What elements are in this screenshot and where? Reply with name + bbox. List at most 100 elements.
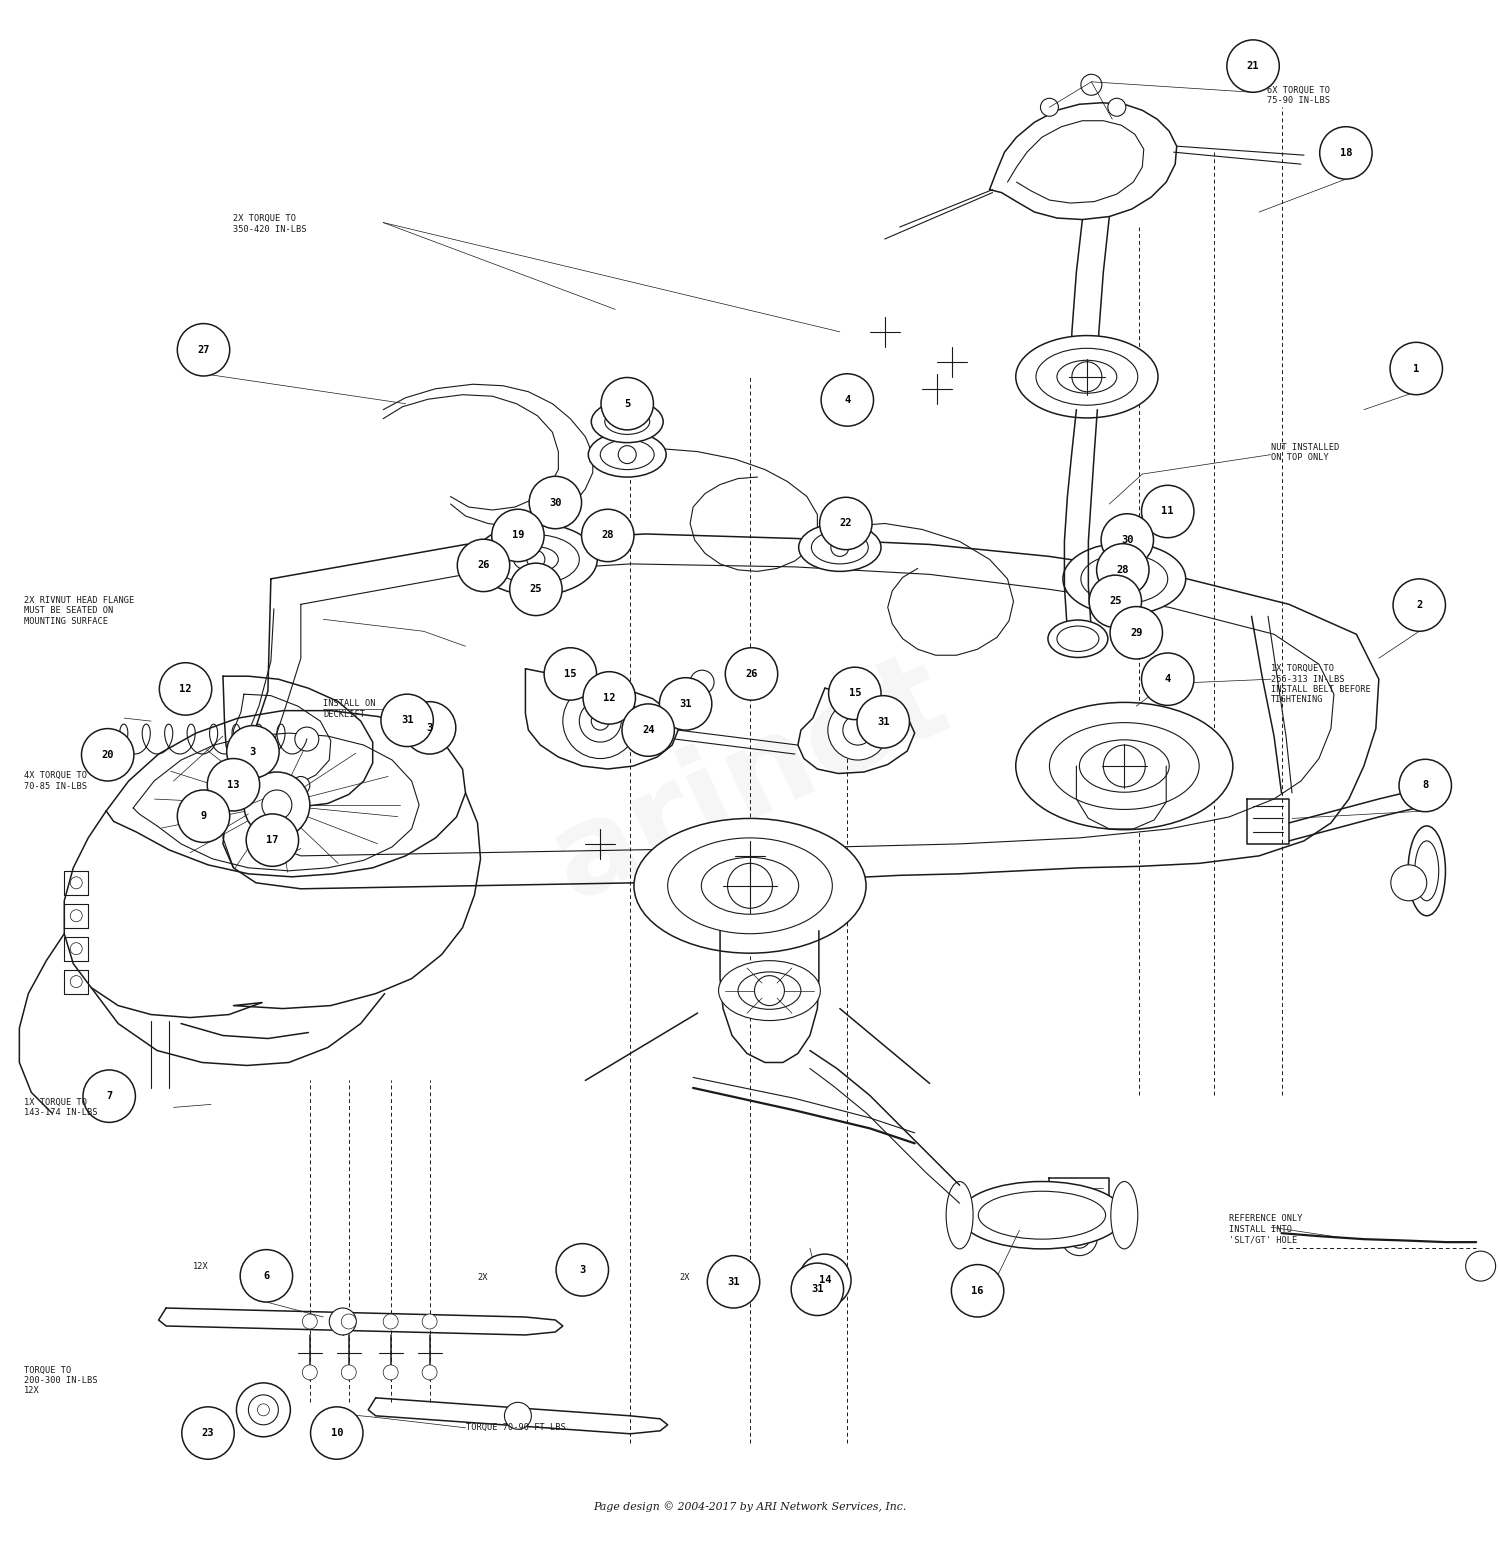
- Text: 14: 14: [819, 1275, 831, 1286]
- Text: 3: 3: [579, 1265, 585, 1275]
- Text: 19: 19: [512, 531, 524, 540]
- Circle shape: [856, 695, 909, 748]
- Text: INSTALL ON
DECKLIFT: INSTALL ON DECKLIFT: [324, 700, 376, 719]
- Text: NUT INSTALLED
ON TOP ONLY: NUT INSTALLED ON TOP ONLY: [1270, 442, 1340, 462]
- Circle shape: [159, 662, 212, 715]
- Text: 4X TORQUE TO
70-85 IN-LBS: 4X TORQUE TO 70-85 IN-LBS: [24, 772, 87, 790]
- Text: 31: 31: [812, 1284, 824, 1295]
- Ellipse shape: [668, 837, 832, 934]
- Circle shape: [258, 1404, 270, 1415]
- Circle shape: [831, 539, 849, 556]
- Circle shape: [70, 909, 82, 922]
- Circle shape: [292, 776, 310, 795]
- Ellipse shape: [738, 972, 801, 1009]
- Text: 23: 23: [202, 1428, 214, 1439]
- Circle shape: [294, 803, 309, 818]
- Circle shape: [70, 876, 82, 889]
- Ellipse shape: [474, 523, 597, 595]
- Circle shape: [330, 1307, 356, 1336]
- Text: 12X: 12X: [194, 1262, 208, 1271]
- Ellipse shape: [1016, 703, 1233, 829]
- Text: 11: 11: [1161, 506, 1174, 517]
- Circle shape: [1089, 575, 1142, 628]
- Text: 20: 20: [102, 750, 114, 759]
- Circle shape: [1227, 41, 1280, 92]
- Text: 15: 15: [564, 669, 576, 679]
- Ellipse shape: [1048, 620, 1108, 658]
- Circle shape: [177, 323, 230, 376]
- Text: 1: 1: [1413, 364, 1419, 373]
- Circle shape: [296, 726, 320, 751]
- Circle shape: [790, 1264, 843, 1315]
- Text: 21: 21: [1246, 61, 1260, 72]
- Ellipse shape: [1080, 740, 1168, 792]
- Circle shape: [819, 497, 872, 550]
- Circle shape: [1096, 544, 1149, 597]
- Ellipse shape: [798, 523, 880, 572]
- Circle shape: [240, 1250, 292, 1303]
- Circle shape: [1062, 1220, 1098, 1256]
- Circle shape: [422, 1365, 436, 1379]
- Circle shape: [690, 670, 714, 694]
- Circle shape: [584, 672, 636, 725]
- Circle shape: [754, 976, 784, 1006]
- Circle shape: [951, 1265, 1004, 1317]
- Ellipse shape: [946, 1181, 974, 1250]
- Text: arinet: arinet: [532, 637, 968, 925]
- Text: 28: 28: [602, 531, 613, 540]
- Ellipse shape: [1102, 565, 1148, 592]
- Text: 6X TORQUE TO
75-90 IN-LBS: 6X TORQUE TO 75-90 IN-LBS: [1266, 86, 1329, 105]
- Text: TORQUE TO
200-300 IN-LBS
12X: TORQUE TO 200-300 IN-LBS 12X: [24, 1365, 98, 1395]
- Ellipse shape: [1016, 336, 1158, 419]
- Text: 25: 25: [1108, 597, 1122, 606]
- Circle shape: [618, 445, 636, 464]
- Circle shape: [458, 539, 510, 592]
- Ellipse shape: [1112, 1181, 1138, 1250]
- Circle shape: [622, 704, 675, 756]
- Text: TORQUE 70-90 FT-LBS: TORQUE 70-90 FT-LBS: [465, 1423, 566, 1431]
- Ellipse shape: [513, 547, 558, 572]
- Circle shape: [1072, 362, 1102, 392]
- Circle shape: [821, 373, 873, 426]
- Circle shape: [504, 1403, 531, 1429]
- Ellipse shape: [1082, 555, 1167, 603]
- Ellipse shape: [1058, 361, 1118, 394]
- Text: 31: 31: [680, 698, 692, 709]
- Circle shape: [726, 648, 777, 700]
- Circle shape: [1041, 98, 1059, 116]
- Circle shape: [562, 684, 638, 759]
- Circle shape: [70, 943, 82, 954]
- Circle shape: [237, 1382, 291, 1437]
- Text: 2X TORQUE TO
350-420 IN-LBS: 2X TORQUE TO 350-420 IN-LBS: [234, 214, 308, 234]
- Circle shape: [526, 550, 544, 569]
- Circle shape: [544, 648, 597, 700]
- Circle shape: [1390, 865, 1426, 901]
- Circle shape: [843, 715, 873, 745]
- Text: 3: 3: [251, 747, 257, 758]
- Text: Page design © 2004-2017 by ARI Network Services, Inc.: Page design © 2004-2017 by ARI Network S…: [594, 1501, 906, 1512]
- Circle shape: [798, 1254, 850, 1306]
- Circle shape: [582, 509, 634, 562]
- Ellipse shape: [600, 439, 654, 470]
- Text: 25: 25: [530, 584, 542, 595]
- Text: 30: 30: [1120, 534, 1134, 545]
- Ellipse shape: [978, 1192, 1106, 1239]
- Ellipse shape: [1064, 544, 1185, 615]
- Circle shape: [492, 509, 544, 562]
- Ellipse shape: [604, 409, 650, 434]
- Circle shape: [182, 1407, 234, 1459]
- Text: 2X: 2X: [680, 1273, 690, 1282]
- Circle shape: [1110, 606, 1162, 659]
- Circle shape: [81, 728, 134, 781]
- Text: 1X TORQUE TO
256-313 IN-LBS
INSTALL BELT BEFORE
TIGHTENING: 1X TORQUE TO 256-313 IN-LBS INSTALL BELT…: [1270, 664, 1371, 704]
- Circle shape: [70, 976, 82, 987]
- Text: 6: 6: [264, 1271, 270, 1281]
- Text: 3: 3: [426, 723, 432, 733]
- Ellipse shape: [812, 531, 868, 564]
- Text: 24: 24: [642, 725, 654, 736]
- Circle shape: [1070, 1228, 1090, 1248]
- Circle shape: [177, 790, 230, 842]
- Text: 13: 13: [226, 779, 240, 790]
- Circle shape: [1108, 98, 1126, 116]
- Ellipse shape: [1414, 840, 1438, 901]
